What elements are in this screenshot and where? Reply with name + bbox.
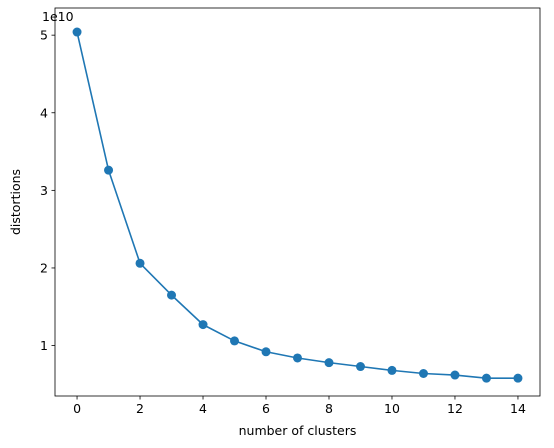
x-tick-label: 10 [384,401,400,416]
series-line [76,31,518,379]
data-point [167,290,177,300]
y-tick-label: 1 [40,338,48,353]
x-tick-label: 0 [73,401,81,416]
data-point [72,27,82,37]
data-point [135,258,145,268]
x-tick-label: 4 [199,401,207,416]
y-axis-ticks: 1 2 3 4 5 [40,28,55,353]
data-point [387,365,397,375]
data-point [293,353,302,363]
series-layer [72,27,523,383]
x-axis-label: number of clusters [239,423,357,438]
y-tick-label: 5 [40,28,48,43]
x-tick-label: 2 [136,401,144,416]
data-point [198,320,208,330]
data-point [261,347,271,357]
axes-frame [54,7,541,397]
y-tick-label: 3 [40,183,48,198]
y-axis-label: distortions [8,169,23,235]
data-point [324,358,334,368]
data-point [230,336,240,346]
data-point [513,373,523,383]
data-point [104,165,114,175]
data-point [418,368,428,378]
data-point [481,373,491,383]
plot-frame [54,7,541,397]
y-axis-offset-label: 1e10 [42,9,74,24]
data-point [355,362,365,372]
x-axis-ticks: 0 2 4 6 8 10 12 14 [73,396,526,416]
x-tick-label: 14 [510,401,526,416]
x-tick-label: 6 [262,401,270,416]
x-tick-label: 8 [325,401,333,416]
y-tick-label: 2 [40,260,48,275]
x-tick-label: 12 [447,401,463,416]
data-point [450,370,460,380]
y-tick-label: 4 [40,105,48,120]
